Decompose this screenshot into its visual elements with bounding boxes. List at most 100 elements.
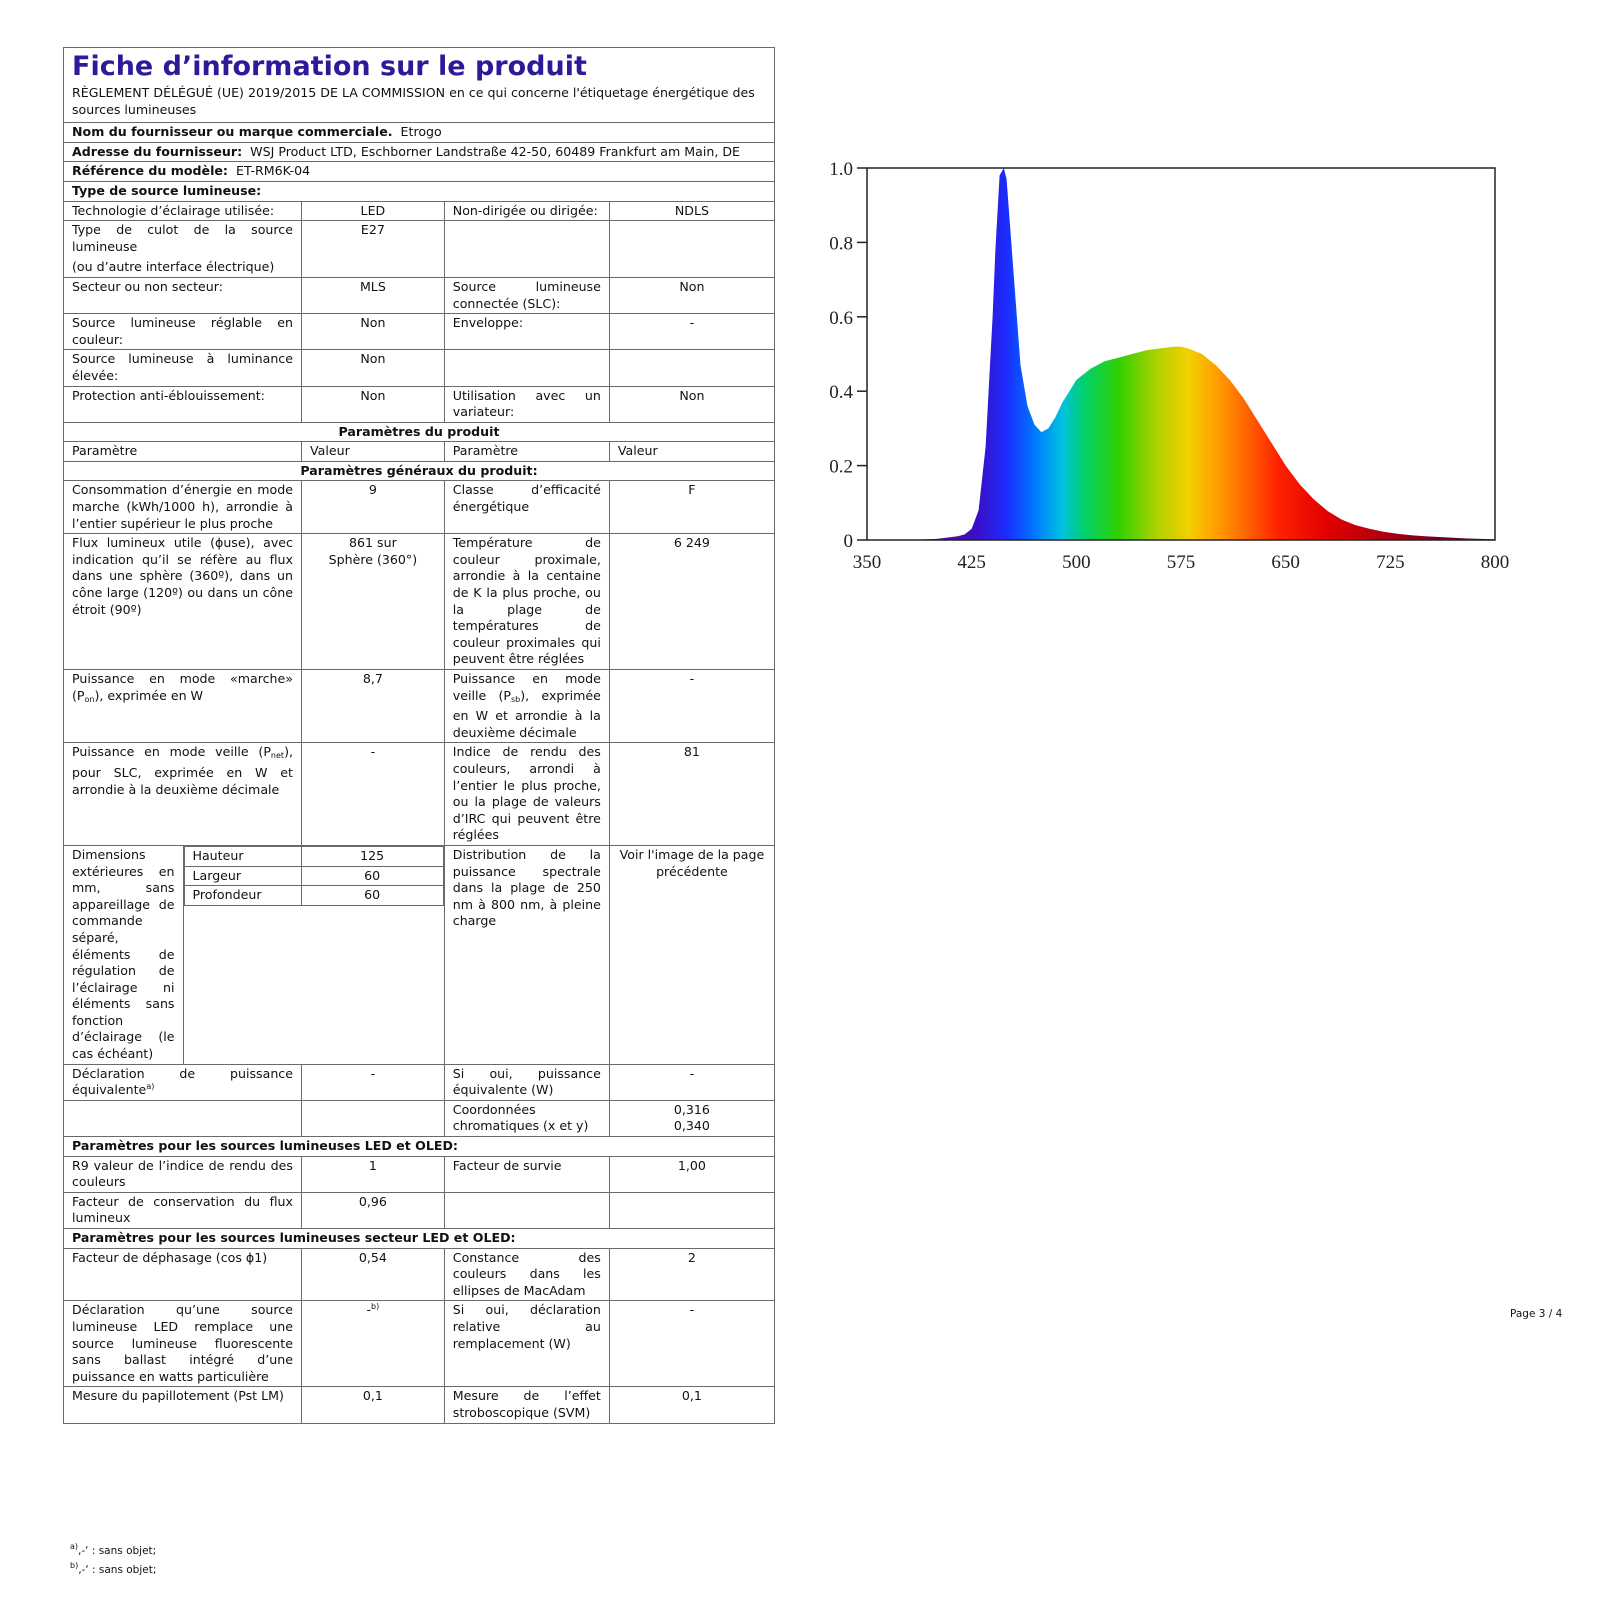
type-row-label: Technologie d’éclairage utilisée:: [63, 200, 302, 222]
dimension-label: Largeur: [184, 865, 302, 887]
supplier-address-label: Adresse du fournisseur:: [72, 143, 243, 159]
dimensions-table: Hauteur 125 Largeur 60 Profondeur 60: [184, 846, 444, 906]
dimension-value: 125: [300, 846, 444, 867]
mains-section-title: Paramètres pour les sources lumineuses s…: [63, 1228, 775, 1249]
col-header-value: Valeur: [300, 441, 445, 462]
equivalent-power-w-value: -: [608, 1063, 776, 1101]
equivalent-power-w-label: Si oui, puissance équivalente (W): [443, 1063, 610, 1101]
y-tick-label: 0.8: [829, 233, 853, 254]
replacement-claim-value: -: [366, 1302, 372, 1318]
type-row: Source lumineuse à luminance élevée: Non: [63, 349, 776, 387]
product-params-title-row: Paramètres du produit: [63, 421, 775, 443]
type-row-value: Non: [300, 385, 445, 423]
param-row-energy: Consommation d’énergie en mode marche (k…: [63, 480, 776, 535]
stroboscopic-value: 0,1: [608, 1386, 776, 1424]
light-source-type-row: Type de source lumineuse:: [63, 180, 775, 202]
displacement-factor-value: 0,54: [300, 1247, 445, 1302]
param-row-on-power: Puissance en mode «marche» (Pon), exprim…: [63, 668, 776, 744]
param-row-phase: Facteur de déphasage (cos ɸ1) 0,54 Const…: [63, 1247, 776, 1302]
light-source-type-label: Type de source lumineuse:: [63, 180, 775, 202]
spectral-distribution-chart: 0 0.2 0.4 0.6 0.8 1.0 350 425 500 575 650 725 800: [829, 159, 1510, 573]
flicker-label: Mesure du papillotement (Pst LM): [63, 1386, 302, 1424]
supplier-address-value: WSJ Product LTD, Eschborner Landstraße 4…: [250, 143, 741, 159]
led-section-title-row: Paramètres pour les sources lumineuses L…: [63, 1136, 775, 1157]
model-reference-row: Référence du modèle: ET-RM6K-04: [63, 161, 775, 182]
type-row-value: Non: [300, 349, 445, 387]
color-temperature-label: Température de couleur proximale, arrond…: [443, 533, 610, 670]
footnote-a-mark: a): [70, 1542, 79, 1551]
x-tick-label: 800: [1481, 552, 1510, 573]
stroboscopic-label: Mesure de l’effet stroboscopique (SVM): [443, 1386, 610, 1424]
spectral-distribution-value: Voir l'image de la page précédente: [608, 844, 776, 1065]
chromaticity-label: Coordonnées chromatiques (x et y): [443, 1099, 610, 1138]
param-row-net-power: Puissance en mode veille (Pnet), pour SL…: [63, 742, 776, 846]
param-row-chromaticity: Coordonnées chromatiques (x et y) 0,316 0…: [63, 1099, 776, 1138]
general-params-title: Paramètres généraux du produit:: [63, 460, 775, 482]
col-header-value-2: Valeur: [608, 441, 776, 462]
footnote-a-text: ‚-‘ : sans objet;: [78, 1545, 157, 1557]
param-row-flicker: Mesure du papillotement (Pst LM) 0,1 Mes…: [63, 1386, 776, 1424]
model-reference-label: Référence du modèle:: [72, 163, 228, 179]
product-info-sheet: Fiche d’information sur le produit RÈGLE…: [63, 46, 776, 1424]
column-headers-row: Paramètre Valeur Paramètre Valeur: [63, 441, 776, 462]
x-tick-label: 650: [1271, 552, 1300, 573]
type-row: Secteur ou non secteur: MLS Source lumin…: [63, 276, 776, 315]
y-tick-label: 0: [844, 531, 854, 552]
net-standby-power-subscript: net: [270, 751, 285, 761]
survival-factor-value: 1,00: [608, 1155, 776, 1193]
type-row-value-2: NDLS: [608, 200, 776, 222]
standby-power-subscript: sb: [511, 694, 521, 704]
color-consistency-value: 2: [608, 1247, 776, 1302]
param-row-equivalent: Déclaration de puissance équivalentea) -…: [63, 1063, 776, 1101]
y-tick-label: 0.4: [829, 382, 853, 403]
color-temperature-value: 6 249: [608, 533, 776, 670]
energy-consumption-label: Consommation d’énergie en mode marche (k…: [63, 480, 302, 535]
supplier-name-row: Nom du fournisseur ou marque commerciale…: [63, 122, 775, 143]
dimension-label: Profondeur: [184, 885, 302, 906]
footnote-ref-b: b): [371, 1302, 380, 1312]
y-tick-label: 0.2: [829, 457, 853, 478]
luminous-flux-cone: Sphère (360°): [328, 551, 418, 567]
dimension-value: 60: [300, 885, 444, 906]
replacement-claim-label: Déclaration qu’une source lumineuse LED …: [63, 1300, 302, 1388]
dimension-row: Hauteur 125: [184, 846, 444, 867]
type-row-label-2: Source lumineuse connectée (SLC):: [443, 276, 610, 315]
equivalent-power-value: -: [300, 1063, 445, 1101]
replacement-w-value: -: [608, 1300, 776, 1388]
cri-value: 81: [608, 742, 776, 846]
net-standby-power-label: Puissance en mode veille (P: [72, 744, 271, 760]
supplier-address-row: Adresse du fournisseur: WSJ Product LTD,…: [63, 141, 775, 163]
type-row-label-2: [443, 220, 610, 278]
equivalent-power-label: Déclaration de puissance équivalente: [72, 1065, 293, 1098]
on-mode-power-label-end: ), exprimée en W: [94, 687, 204, 703]
flux-maintenance-label: Facteur de conservation du flux lumineux: [63, 1191, 302, 1230]
supplier-name-value: Etrogo: [400, 124, 442, 140]
spectral-distribution-label: Distribution de la puissance spectrale d…: [443, 844, 610, 1065]
type-row-value-2: Non: [608, 276, 776, 315]
param-row-flux: Flux lumineux utile (ɸuse), avec indicat…: [63, 533, 776, 670]
type-row-label: Source lumineuse réglable en couleur:: [63, 313, 302, 351]
type-row-label: Protection anti-éblouissement:: [63, 385, 302, 423]
x-tick-label: 575: [1167, 552, 1196, 573]
type-row-value: E27: [300, 220, 445, 278]
dimension-value: 60: [300, 865, 444, 887]
color-consistency-label: Constance des couleurs dans les ellipses…: [443, 1247, 610, 1302]
type-row-value-2: [608, 220, 776, 278]
y-tick-label: 1.0: [829, 159, 853, 180]
flux-maintenance-value: 0,96: [300, 1191, 445, 1230]
type-row-value-2: [608, 349, 776, 387]
type-row-label: Type de culot de la source lumineuse: [72, 222, 293, 254]
type-row: Source lumineuse réglable en couleur: No…: [63, 313, 776, 351]
y-tick-label: 0.6: [829, 308, 853, 329]
page-title: Fiche d’information sur le produit: [72, 51, 587, 82]
type-row-value-2: -: [608, 313, 776, 351]
dimensions-label: Dimensions extérieures en mm, sans appar…: [63, 844, 184, 1065]
footnote-b-mark: b): [70, 1561, 79, 1570]
luminous-flux-value: 861 sur: [349, 535, 397, 551]
dimension-label: Hauteur: [184, 846, 302, 867]
type-row-value: LED: [300, 200, 445, 222]
type-row-value-2: Non: [608, 385, 776, 423]
displacement-factor-label: Facteur de déphasage (cos ɸ1): [63, 1247, 302, 1302]
energy-consumption-value: 9: [300, 480, 445, 535]
type-row-label-2: Enveloppe:: [443, 313, 610, 351]
